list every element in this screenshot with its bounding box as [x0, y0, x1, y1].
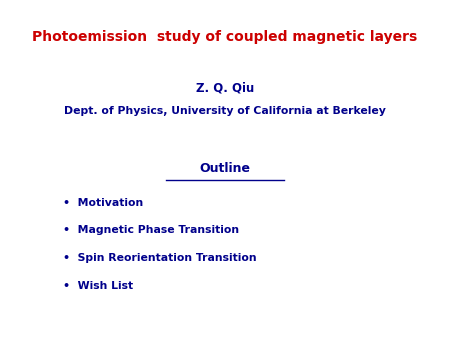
- Text: Z. Q. Qiu: Z. Q. Qiu: [196, 81, 254, 94]
- Text: Photoemission  study of coupled magnetic layers: Photoemission study of coupled magnetic …: [32, 30, 418, 44]
- Text: Dept. of Physics, University of California at Berkeley: Dept. of Physics, University of Californ…: [64, 106, 386, 117]
- Text: Outline: Outline: [199, 162, 251, 175]
- Text: •  Motivation: • Motivation: [63, 198, 143, 208]
- Text: •  Wish List: • Wish List: [63, 281, 133, 291]
- Text: •  Magnetic Phase Transition: • Magnetic Phase Transition: [63, 225, 239, 236]
- Text: •  Spin Reorientation Transition: • Spin Reorientation Transition: [63, 253, 256, 263]
